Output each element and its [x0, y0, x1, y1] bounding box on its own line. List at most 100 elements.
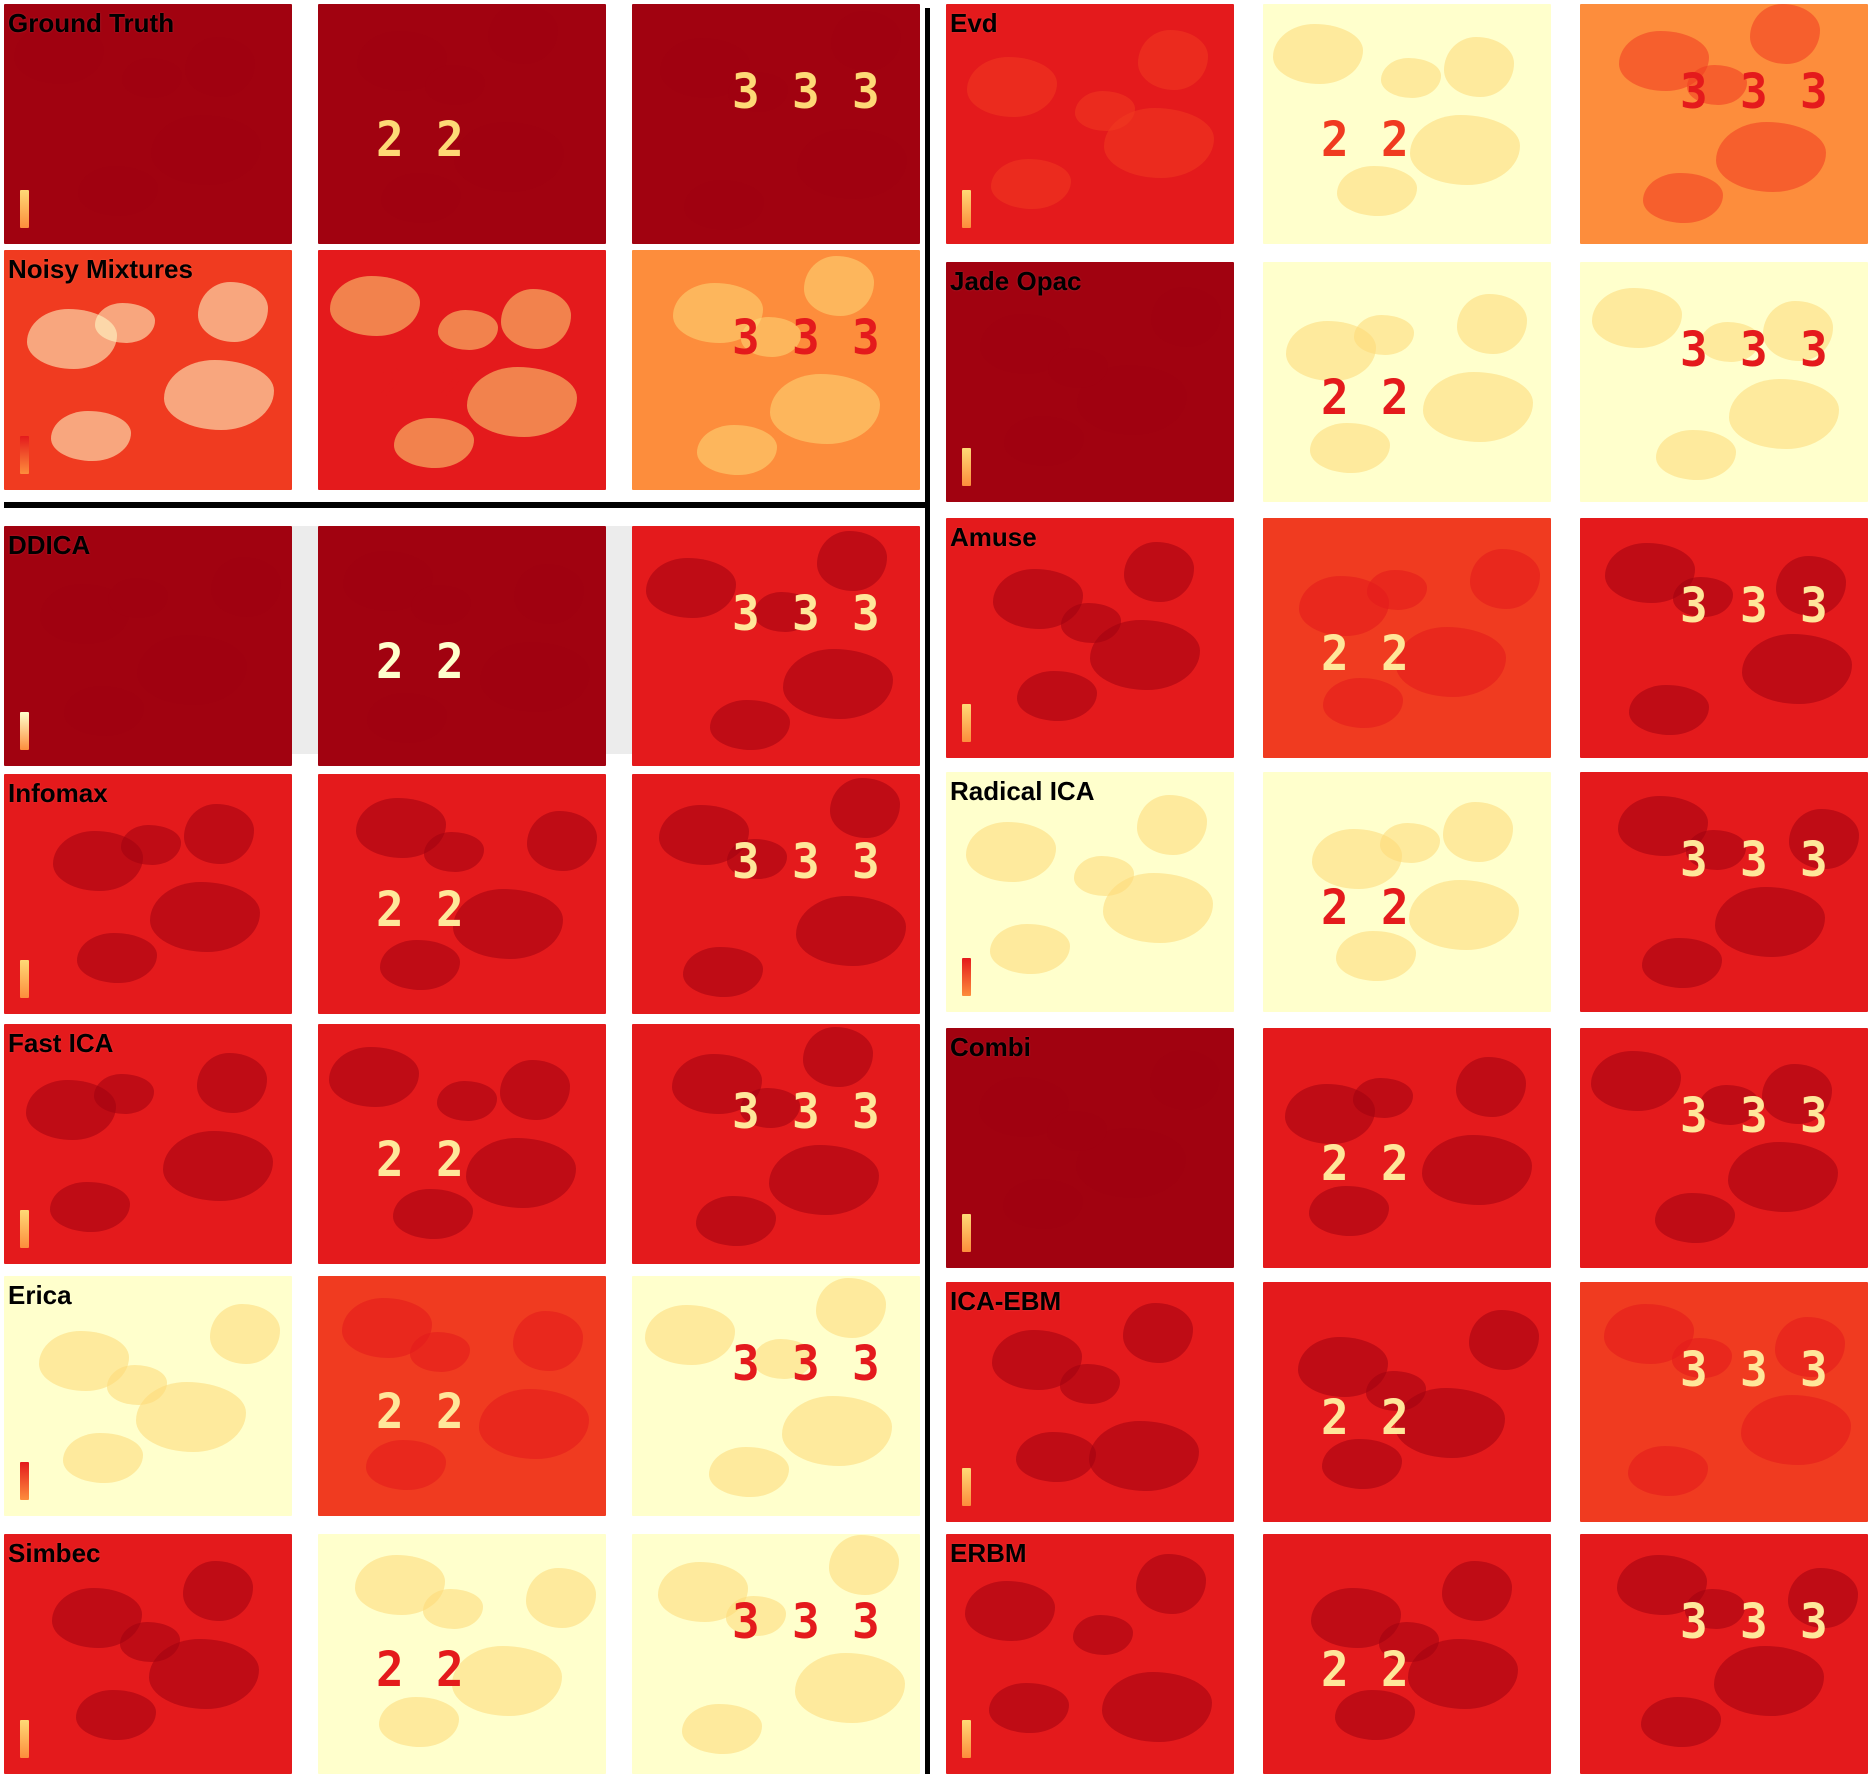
noise-patch [728, 72, 788, 112]
noise-patch [697, 425, 777, 475]
noise-patch [425, 65, 485, 105]
source-bar-glyph [20, 1210, 29, 1248]
digit-three-glyph: 3 [852, 832, 880, 890]
panel-gap-strip [292, 526, 318, 754]
noise-patch [1742, 634, 1852, 704]
noise-patch [829, 1535, 899, 1595]
digit-two-glyph: 2 [436, 1382, 464, 1440]
noise-patch [393, 1189, 473, 1239]
noise-patch [1061, 603, 1121, 643]
digit-three-glyph: 3 [1680, 830, 1708, 888]
noise-patch [1642, 938, 1722, 988]
noise-patch [488, 4, 558, 64]
vertical-divider [925, 8, 930, 1774]
method-label: Simbec [8, 1538, 101, 1568]
digit-three-glyph: 3 [732, 62, 760, 120]
source-bar-glyph [962, 704, 971, 742]
noise-patch [796, 896, 906, 966]
noise-patch [1700, 322, 1760, 362]
noise-patch [1309, 1186, 1389, 1236]
noise-patch [185, 37, 255, 97]
digit-three-glyph: 3 [792, 62, 820, 120]
digit-two-glyph: 2 [436, 880, 464, 938]
digit-three-glyph: 3 [1680, 576, 1708, 634]
digit-three-glyph: 3 [732, 832, 760, 890]
digit-two-glyph: 2 [376, 880, 404, 938]
noise-patch [682, 1704, 762, 1754]
digit-three-glyph: 3 [1800, 320, 1828, 378]
noise-patch [1150, 1050, 1220, 1110]
source-bar-glyph [962, 448, 971, 486]
noise-patch [1729, 379, 1839, 449]
source-bar-glyph [20, 436, 29, 474]
noise-patch [94, 1074, 154, 1114]
noise-patch [1687, 65, 1747, 105]
noise-patch [410, 1332, 470, 1372]
noise-patch [803, 1027, 873, 1087]
digit-two-glyph: 2 [1321, 624, 1349, 682]
noise-patch [1137, 795, 1207, 855]
noise-patch [1457, 294, 1527, 354]
noise-patch [452, 1646, 562, 1716]
digit-two-glyph: 2 [1381, 878, 1409, 936]
method-label: Noisy Mixtures [8, 254, 193, 284]
noise-patch [1047, 1111, 1107, 1151]
noise-patch [1728, 1142, 1838, 1212]
panel-fast-ica-1: Fast ICA [4, 1024, 292, 1264]
noise-patch [1074, 856, 1134, 896]
digit-three-glyph: 3 [1740, 320, 1768, 378]
noise-patch [197, 1053, 267, 1113]
source-bar-glyph [962, 1214, 971, 1252]
noise-patch [438, 310, 498, 350]
noise-patch [1741, 1395, 1851, 1465]
noise-patch [1310, 423, 1390, 473]
noise-patch [1124, 542, 1194, 602]
noise-patch [164, 360, 274, 430]
noise-patch [1060, 1364, 1120, 1404]
noise-patch [1685, 1589, 1745, 1629]
noise-patch [1788, 1568, 1858, 1628]
digit-two-glyph: 2 [1381, 1640, 1409, 1698]
noise-patch [817, 531, 887, 591]
digit-three-glyph: 3 [792, 832, 820, 890]
noise-patch [696, 1196, 776, 1246]
source-bar-glyph [20, 960, 29, 998]
source-bar-glyph [20, 712, 29, 750]
noise-patch [1628, 1446, 1708, 1496]
panel-infomax-1: Infomax [4, 774, 292, 1014]
noise-patch [1354, 315, 1414, 355]
digit-two-glyph: 2 [1321, 878, 1349, 936]
digit-three-glyph: 3 [1740, 1086, 1768, 1144]
noise-patch [1443, 802, 1513, 862]
noise-patch [770, 374, 880, 444]
digit-two-glyph: 2 [1381, 1388, 1409, 1446]
noise-patch [797, 129, 907, 199]
noise-patch [1016, 1432, 1096, 1482]
digit-two-glyph: 2 [436, 632, 464, 690]
digit-three-glyph: 3 [1680, 1086, 1708, 1144]
digit-three-glyph: 3 [732, 1082, 760, 1140]
digit-three-glyph: 3 [1800, 1086, 1828, 1144]
digit-two-glyph: 2 [436, 110, 464, 168]
noise-patch [1273, 24, 1363, 84]
digit-two-glyph: 2 [376, 1130, 404, 1188]
noise-patch [120, 1622, 180, 1662]
noise-patch [1763, 301, 1833, 361]
digit-three-glyph: 3 [1800, 62, 1828, 120]
panel-evd-1: Evd [946, 4, 1234, 244]
noise-patch [14, 24, 104, 84]
noise-patch [454, 122, 564, 192]
panel-combi-1: Combi [946, 1028, 1234, 1268]
panel-ground-truth-1: Ground Truth [4, 4, 292, 244]
digit-two-glyph: 2 [1321, 1134, 1349, 1192]
digit-three-glyph: 3 [1800, 576, 1828, 634]
noise-patch [831, 11, 901, 71]
